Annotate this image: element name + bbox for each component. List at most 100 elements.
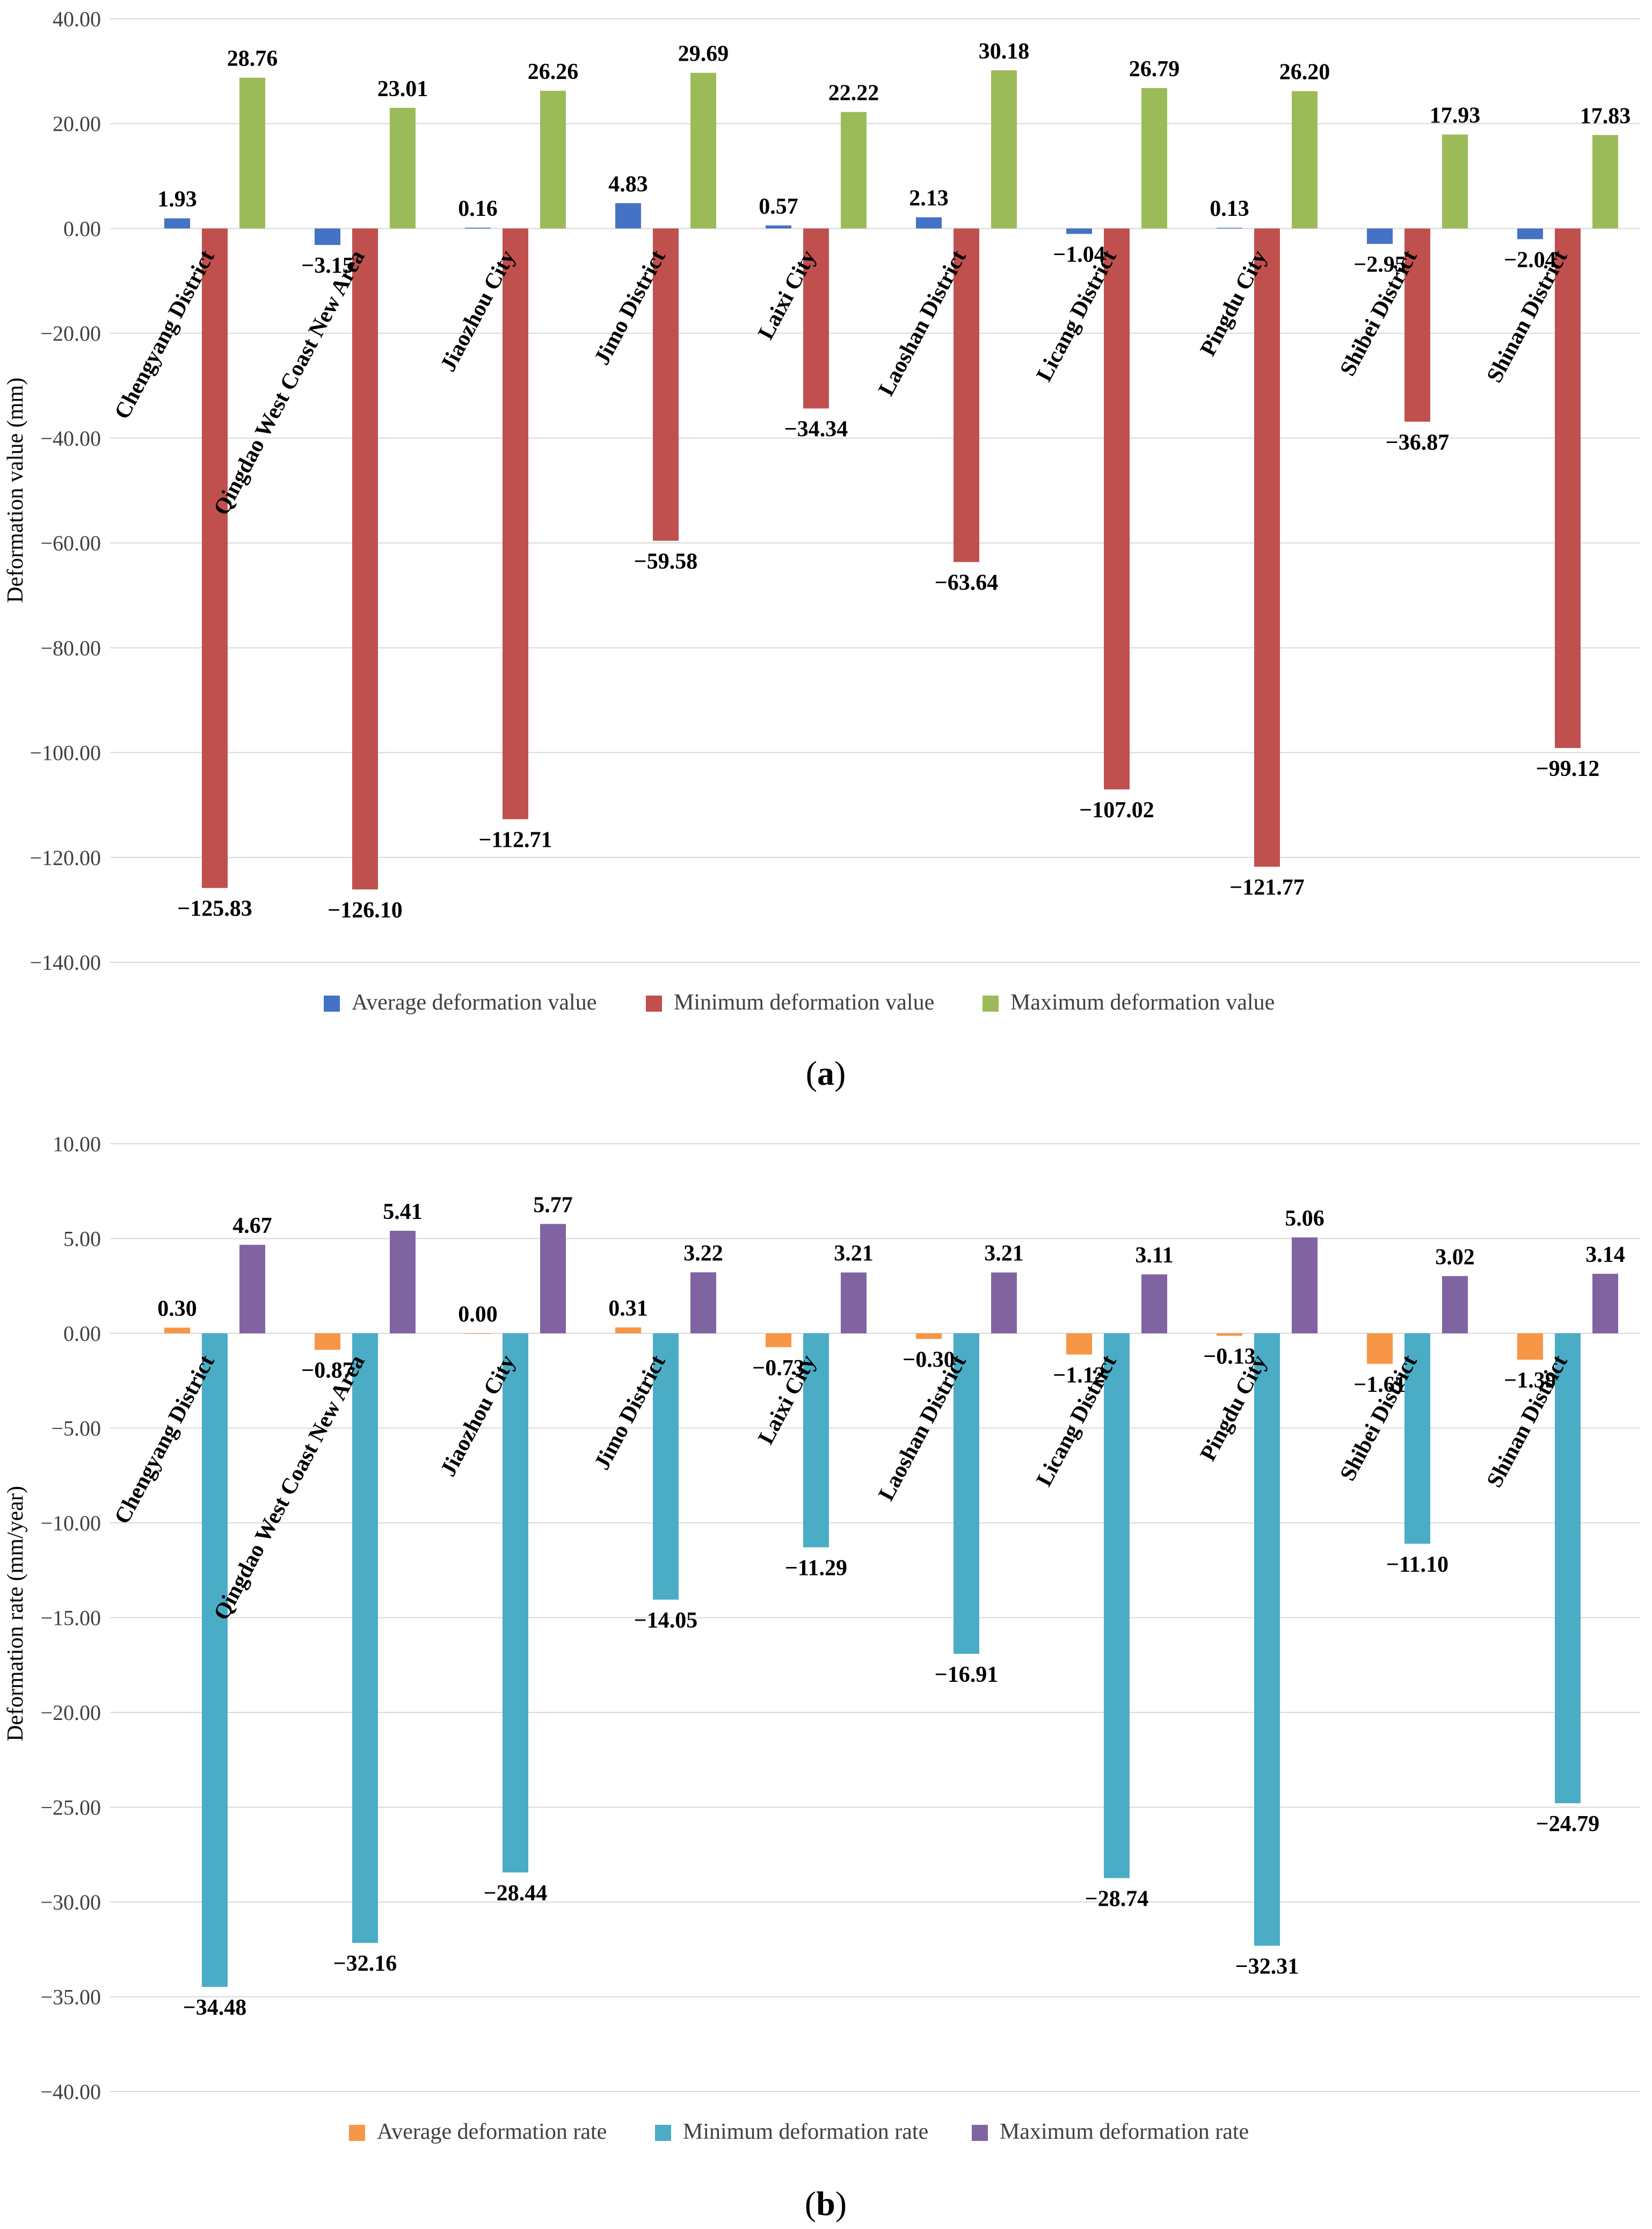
y-tick-label: −25.00 [40,1796,101,1820]
bar [503,1333,528,1872]
data-label: −32.31 [1235,1955,1299,1979]
bar [1141,88,1167,229]
bar [540,1224,566,1333]
data-label: 28.76 [227,47,278,71]
bar [1254,228,1280,867]
bar [503,228,528,819]
bar [1104,1333,1130,1878]
legend-label: Average deformation value [352,990,596,1015]
legend-swatch [972,2125,988,2141]
data-label: 4.67 [232,1214,272,1238]
y-axis-title: Deformation rate (mm/year) [3,1486,28,1741]
bar [352,1333,378,1943]
y-tick-label: −30.00 [40,1890,101,1914]
bar [991,70,1017,229]
y-axis-title: Deformation value (mm) [3,377,28,603]
legend-swatch [324,996,340,1012]
bar [540,91,566,229]
data-label: −1.61 [1353,1373,1406,1397]
bar [465,1333,491,1334]
bar [916,217,942,229]
data-label: −121.77 [1229,875,1304,900]
data-label: 3.22 [683,1241,723,1266]
data-label: 3.21 [984,1241,1024,1266]
bar [164,1327,190,1333]
bar [841,1272,867,1333]
data-label: −14.05 [634,1608,697,1633]
bar [1555,1333,1581,1804]
y-tick-label: 0.00 [63,1322,101,1346]
data-label: 0.31 [608,1296,648,1321]
y-tick-label: 0.00 [63,216,101,241]
bar [916,1333,942,1339]
bar [690,72,716,229]
bar [1517,228,1543,239]
bar [202,228,228,888]
bar [841,112,867,229]
data-label: 0.57 [759,194,798,219]
data-label: 3.14 [1585,1243,1625,1267]
bar [803,228,829,409]
data-label: −0.30 [903,1348,955,1373]
data-label: 0.30 [157,1296,197,1321]
data-label: 26.79 [1129,57,1180,82]
legend-label: Maximum deformation value [1010,990,1275,1015]
panel-label: (b) [805,2184,847,2223]
bar [653,1333,679,1600]
bar [766,1333,791,1347]
y-tick-label: −60.00 [40,531,101,555]
chart-b: 10.00 5.00 0.00 −5.00 −10.00 −15.00 −20.00 −25.… [3,1132,1640,2223]
bar [954,228,979,562]
bar [653,228,679,541]
bar [465,227,491,229]
legend-swatch [655,2125,671,2141]
bar [202,1333,228,1987]
data-label: 5.41 [383,1200,423,1224]
data-label: 17.93 [1430,103,1481,128]
data-label: −36.87 [1386,430,1449,455]
y-tick-label: −100.00 [30,741,101,765]
bar [352,228,378,890]
bar [803,1333,829,1548]
data-label: 26.20 [1279,60,1330,85]
data-label: −11.29 [785,1556,847,1581]
y-tick-label: −120.00 [30,846,101,870]
data-label: −11.10 [1386,1552,1449,1577]
bar [390,1231,416,1333]
y-tick-label: −15.00 [40,1606,101,1630]
bar [164,218,190,229]
legend-swatch [983,996,999,1012]
bar [1066,1333,1092,1355]
bar [1517,1333,1543,1360]
data-label: 3.21 [834,1241,874,1266]
bar [315,228,340,245]
data-label: 0.16 [458,197,498,221]
bar [390,107,416,229]
y-tick-label: −35.00 [40,1985,101,2009]
y-tick-label: −80.00 [40,636,101,660]
data-label: −2.95 [1353,252,1406,277]
data-label: −28.44 [484,1881,547,1906]
data-label: 17.83 [1580,104,1631,128]
data-label: 23.01 [377,77,428,101]
bar [1404,1333,1430,1544]
data-label: −1.12 [1053,1363,1105,1388]
legend-label: Minimum deformation value [674,990,934,1015]
bar [1367,1333,1393,1364]
data-label: −126.10 [328,898,402,923]
legend-label: Minimum deformation rate [683,2119,928,2144]
bar [1292,1237,1318,1333]
data-label: −24.79 [1536,1812,1599,1836]
data-label: −112.71 [478,828,552,853]
data-label: −28.74 [1085,1887,1148,1912]
bar [1442,1276,1468,1333]
data-label: 30.18 [979,39,1030,64]
bar [1555,228,1581,748]
data-label: −107.02 [1079,798,1154,823]
bar [1066,228,1092,234]
data-label: 29.69 [678,42,729,67]
bar [1442,134,1468,229]
data-label: 26.26 [528,60,579,84]
data-label: −125.83 [177,897,252,921]
